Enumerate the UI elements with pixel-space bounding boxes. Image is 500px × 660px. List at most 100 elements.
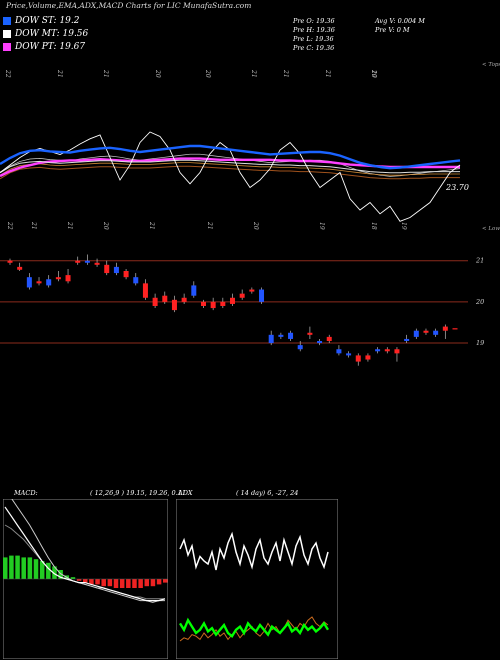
candle-body — [355, 355, 361, 362]
adx-plus-line — [178, 617, 330, 638]
candlestick-chart: 21 20 19 — [0, 254, 484, 366]
candle-body — [423, 330, 429, 333]
top-date-label: 20 — [370, 69, 377, 78]
candle-body — [200, 301, 206, 306]
candle-body — [133, 277, 139, 284]
price-high: Pre H: 19.36 — [293, 26, 335, 34]
candle-body — [365, 355, 371, 360]
bottom-date-label: 21 — [30, 221, 37, 230]
candle-body — [113, 266, 119, 274]
bottom-date-label: 21 — [66, 221, 73, 230]
macd-histogram-bar — [126, 579, 131, 588]
bottom-date-label: 18 — [370, 222, 377, 230]
candle-body — [55, 277, 61, 280]
candle-body — [268, 334, 274, 344]
legend-dow-mt: DOW MT: 19.56 — [3, 29, 88, 39]
macd-histogram-bar — [156, 579, 162, 585]
ema-white-line — [0, 159, 460, 174]
macd-histogram-bar — [3, 557, 8, 579]
macd-histogram-bar — [21, 557, 26, 579]
candle-body — [75, 260, 81, 263]
candle-body — [278, 334, 284, 337]
candle-body — [94, 262, 100, 265]
macd-histogram-bar — [144, 579, 150, 587]
candle-body — [326, 336, 332, 341]
macd-histogram-bar — [58, 570, 63, 579]
macd-line-a — [4, 506, 166, 602]
candle-body — [433, 330, 439, 335]
candle-body — [249, 289, 255, 292]
top-date-label: 21 — [102, 69, 109, 78]
candle-body — [17, 266, 23, 270]
adx-label: ADX — [178, 489, 193, 497]
top-date-label: 22 — [4, 69, 11, 78]
macd-histogram-bar — [138, 579, 143, 588]
candle-body — [36, 281, 42, 284]
macd-histogram-bar — [39, 561, 45, 579]
candle-body — [220, 301, 226, 306]
candle-body — [123, 271, 129, 278]
chart-title: Price,Volume,EMA,ADX,MACD Charts for LIC… — [6, 1, 252, 10]
top-date-label: 20 — [204, 69, 211, 78]
candle-body — [152, 297, 158, 306]
macd-histogram-bar — [9, 555, 14, 579]
top-date-label: 21 — [282, 69, 289, 78]
macd-histogram-bar — [101, 579, 106, 587]
macd-histogram-bar — [119, 579, 125, 588]
top-date-label: 19 — [370, 70, 377, 78]
candle-body — [317, 341, 323, 344]
adx-values: ( 14 day) 6, -27, 24 — [236, 489, 299, 497]
macd-histogram-bar — [83, 579, 88, 583]
candle-body — [442, 326, 448, 331]
macd-histogram-bar — [15, 555, 20, 579]
candle-body — [230, 297, 235, 304]
bottom-date-label: 20 — [102, 221, 109, 230]
y-tick-label: 19 — [476, 339, 484, 347]
lows-label: < Lows — [482, 226, 500, 232]
top-date-label: 20 — [154, 69, 161, 78]
y-tick-label: 21 — [475, 257, 484, 265]
macd-label: MACD: — [14, 489, 38, 497]
price-close: Pre C: 19.36 — [293, 44, 335, 52]
candle-body — [26, 277, 32, 288]
candle-body — [181, 297, 187, 302]
ema-blue-line — [0, 144, 461, 170]
candle-body — [336, 349, 342, 354]
y-tick-label: 20 — [475, 298, 484, 306]
price-low: Pre L: 19.36 — [293, 35, 334, 43]
ema-envelope-line — [0, 162, 460, 176]
candle-body — [46, 279, 52, 286]
macd-histogram-bar — [95, 579, 100, 585]
macd-histogram-bar — [113, 579, 119, 588]
candle-body — [452, 328, 458, 330]
macd-histogram-bar — [132, 579, 137, 588]
candle-body — [259, 289, 265, 302]
macd-histogram-bar — [107, 579, 113, 587]
candle-body — [210, 301, 216, 309]
macd-values: ( 12,26,9 ) 19.15, 19.26, 0.11 — [90, 489, 187, 497]
macd-histogram-bar — [76, 579, 82, 581]
adx-frame — [176, 499, 338, 659]
candle-body — [394, 349, 400, 354]
macd-histogram-bar — [46, 562, 51, 579]
candle-body — [239, 293, 245, 298]
candle-body — [288, 332, 294, 339]
legend-dow-pt: DOW PT: 19.67 — [3, 42, 85, 52]
candle-body — [346, 353, 352, 356]
top-date-label: 21 — [324, 69, 331, 78]
top-date-label: 21 — [250, 69, 257, 78]
candle-body — [297, 345, 303, 350]
bottom-date-label: 19 — [400, 222, 407, 230]
adx-chart — [176, 499, 338, 659]
candle-body — [384, 349, 390, 352]
tops-label: < Tops — [482, 62, 500, 68]
bottom-date-label: 21 — [206, 221, 213, 230]
bottom-date-label: 21 — [148, 221, 155, 230]
candle-body — [413, 330, 419, 337]
candle-body — [65, 275, 71, 282]
macd-histogram-bar — [52, 566, 57, 579]
bottom-date-label: 22 — [6, 221, 13, 230]
candle-body — [404, 338, 410, 341]
macd-histogram-bar — [150, 579, 156, 587]
bottom-date-label: 20 — [252, 221, 259, 230]
